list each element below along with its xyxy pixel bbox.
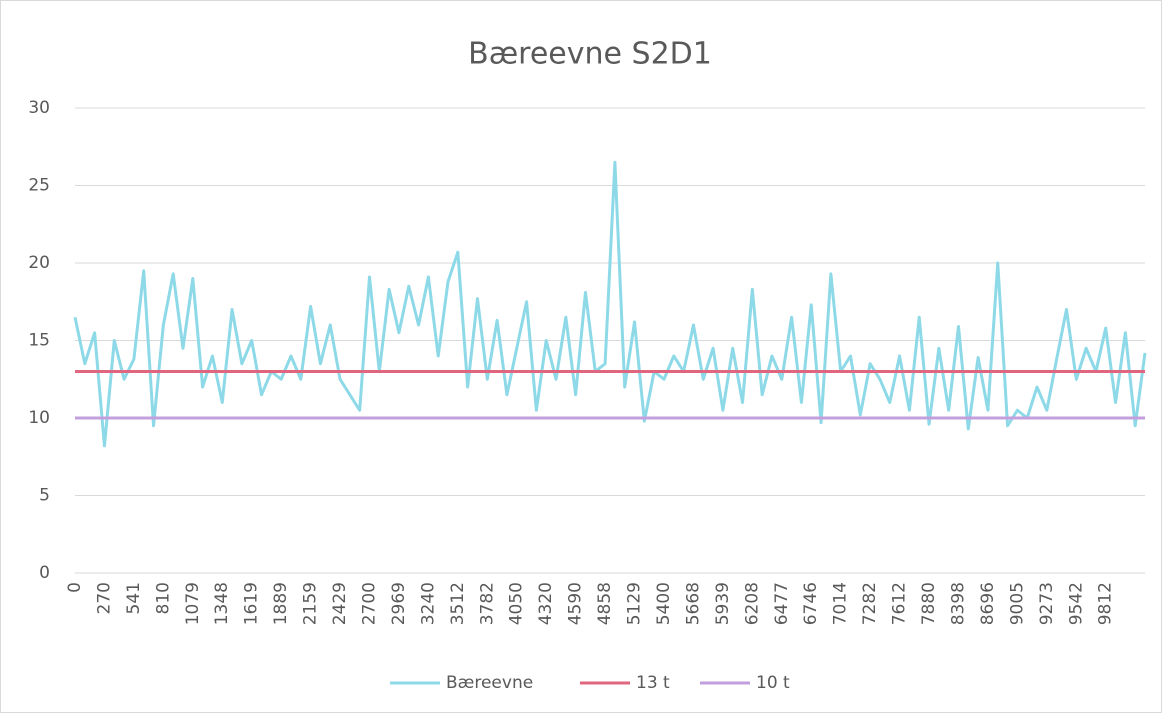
x-tick-label: 8696 [978,582,998,625]
x-tick-label: 9542 [1066,582,1086,625]
x-tick-label: 4590 [566,582,586,625]
x-tick-label: 1889 [271,582,291,625]
data-line [73,160,1147,448]
x-tick-label: 6208 [742,582,762,625]
legend-label: 10 t [756,673,790,693]
x-tick-label: 5400 [654,582,674,625]
y-tick-label: 25 [28,176,50,196]
x-tick-label: 9812 [1096,582,1116,625]
x-tick-label: 4320 [536,582,556,625]
x-tick-label: 6477 [772,582,792,625]
x-tick-label: 3240 [418,582,438,625]
x-tick-label: 0 [65,582,85,593]
y-tick-label: 20 [28,253,50,273]
x-tick-label: 2429 [330,582,350,625]
x-tick-label: 5668 [683,582,703,625]
x-tick-label: 7014 [831,582,851,625]
x-tick-label: 5129 [625,582,645,625]
legend-label: 13 t [636,673,670,693]
x-tick-label: 8398 [948,582,968,625]
x-tick-label: 4050 [507,582,527,625]
chart-title: Bæreevne S2D1 [468,37,712,72]
y-tick-label: 30 [28,98,50,118]
x-tick-label: 541 [124,582,144,614]
x-tick-label: 270 [94,582,114,614]
x-tick-label: 2700 [359,582,379,625]
x-tick-label: 4858 [595,582,615,625]
x-tick-label: 3782 [477,582,497,625]
y-tick-label: 5 [39,486,50,506]
x-tick-label: 1079 [183,582,203,625]
x-tick-label: 1619 [242,582,262,625]
x-tick-label: 5939 [713,582,733,625]
x-tick-label: 6746 [801,582,821,625]
x-tick-label: 2969 [389,582,409,625]
x-tick-label: 7612 [890,582,910,625]
y-tick-label: 0 [39,563,50,583]
y-tick-label: 10 [28,408,50,428]
x-tick-label: 3512 [448,582,468,625]
x-tick-label: 2159 [301,582,321,625]
x-tick-label: 7880 [919,582,939,625]
x-tick-label: 9005 [1007,582,1027,625]
x-tick-label: 7282 [860,582,880,625]
y-tick-label: 15 [28,331,50,351]
x-tick-label: 1348 [212,582,232,625]
x-tick-label: 9273 [1037,582,1057,625]
x-tick-label: 810 [153,582,173,614]
legend-label: Bæreevne [446,673,533,693]
